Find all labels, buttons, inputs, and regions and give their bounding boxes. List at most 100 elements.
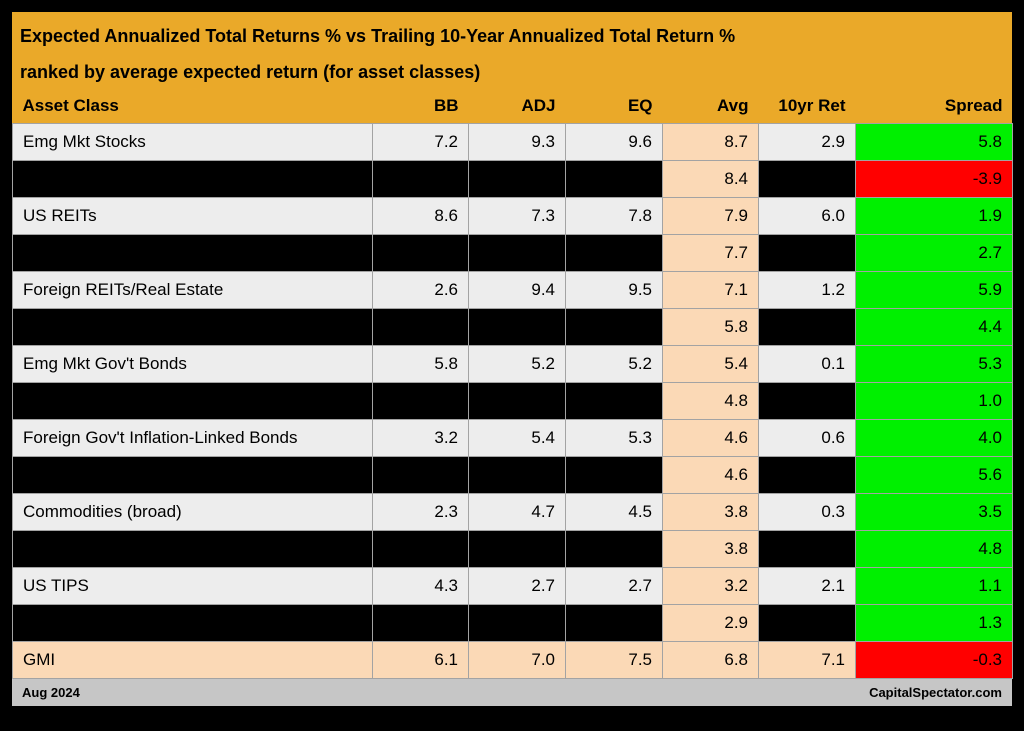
bb-cell: [372, 381, 469, 420]
ret-10yr-cell: 2.1: [758, 566, 856, 605]
adj-cell: 5.4: [468, 418, 566, 457]
avg-cell: 5.8: [662, 307, 759, 346]
bb-cell: [372, 455, 469, 494]
table-body: Emg Mkt Stocks 7.2 9.3 9.6 8.7 2.9 5.8 8.4 -3.9 U…: [12, 122, 1013, 679]
avg-cell: 7.7: [662, 233, 759, 272]
bb-cell: 8.6: [372, 196, 469, 235]
bb-cell: [372, 307, 469, 346]
eq-cell: [565, 529, 663, 568]
eq-cell: 5.3: [565, 418, 663, 457]
bb-cell: 2.6: [372, 270, 469, 309]
col-header-eq: EQ: [627, 96, 653, 116]
spread-cell: 4.8: [855, 529, 1013, 568]
bb-cell: 6.1: [372, 640, 469, 679]
ret-10yr-cell: [758, 455, 856, 494]
table-row: Commodities (broad) 2.3 4.7 4.5 3.8 0.3 3.5: [12, 492, 1013, 531]
adj-cell: 7.0: [468, 640, 566, 679]
col-header-spread: Spread: [944, 96, 1003, 116]
asset-class-cell: Emg Mkt Gov't Bonds: [12, 344, 373, 383]
footer-bar: Aug 2024 CapitalSpectator.com: [12, 678, 1012, 706]
avg-cell: 5.4: [662, 344, 759, 383]
avg-cell: 4.6: [662, 418, 759, 457]
table-row-redacted: 7.7 2.7: [12, 233, 1013, 272]
col-header-bb: BB: [433, 96, 459, 116]
ret-10yr-cell: [758, 603, 856, 642]
table-row: GMI 6.1 7.0 7.5 6.8 7.1 -0.3: [12, 640, 1013, 679]
bb-cell: 4.3: [372, 566, 469, 605]
table-row: Foreign REITs/Real Estate 2.6 9.4 9.5 7.1 1.2…: [12, 270, 1013, 309]
col-header-asset-class: Asset Class: [22, 96, 119, 116]
eq-cell: 9.5: [565, 270, 663, 309]
ret-10yr-cell: [758, 307, 856, 346]
adj-cell: [468, 603, 566, 642]
ret-10yr-cell: 7.1: [758, 640, 856, 679]
spread-cell: 1.9: [855, 196, 1013, 235]
col-header-avg: Avg: [717, 96, 749, 116]
asset-class-cell: US TIPS: [12, 566, 373, 605]
asset-class-cell: Foreign Gov't Inflation-Linked Bonds: [12, 418, 373, 457]
asset-class-cell: Emg Mkt Stocks: [12, 122, 373, 161]
spread-cell: -3.9: [855, 159, 1013, 198]
footer-date: Aug 2024: [22, 684, 80, 700]
ret-10yr-cell: [758, 381, 856, 420]
table-row-redacted: 4.6 5.6: [12, 455, 1013, 494]
adj-cell: [468, 529, 566, 568]
eq-cell: [565, 233, 663, 272]
asset-class-cell: [12, 603, 373, 642]
avg-cell: 7.1: [662, 270, 759, 309]
spread-cell: 5.8: [855, 122, 1013, 161]
eq-cell: 7.5: [565, 640, 663, 679]
ret-10yr-cell: 0.3: [758, 492, 856, 531]
table-panel: Expected Annualized Total Returns % vs T…: [12, 12, 1013, 706]
spread-cell: 5.6: [855, 455, 1013, 494]
asset-class-cell: [12, 529, 373, 568]
spread-cell: 1.3: [855, 603, 1013, 642]
avg-cell: 6.8: [662, 640, 759, 679]
avg-cell: 3.2: [662, 566, 759, 605]
asset-class-cell: [12, 159, 373, 198]
table-row: Emg Mkt Stocks 7.2 9.3 9.6 8.7 2.9 5.8: [12, 122, 1013, 161]
adj-cell: 4.7: [468, 492, 566, 531]
table-row: US TIPS 4.3 2.7 2.7 3.2 2.1 1.1: [12, 566, 1013, 605]
eq-cell: [565, 159, 663, 198]
bb-cell: [372, 233, 469, 272]
asset-class-cell: [12, 233, 373, 272]
eq-cell: [565, 381, 663, 420]
avg-cell: 8.4: [662, 159, 759, 198]
eq-cell: 7.8: [565, 196, 663, 235]
eq-cell: [565, 603, 663, 642]
spread-cell: 2.7: [855, 233, 1013, 272]
avg-cell: 4.6: [662, 455, 759, 494]
avg-cell: 3.8: [662, 529, 759, 568]
asset-class-cell: US REITs: [12, 196, 373, 235]
asset-class-cell: [12, 307, 373, 346]
col-header-10yr-ret: 10yr Ret: [778, 96, 846, 116]
adj-cell: [468, 233, 566, 272]
chart-title-line2: ranked by average expected return (for a…: [20, 62, 481, 82]
eq-cell: 4.5: [565, 492, 663, 531]
spread-cell: 1.1: [855, 566, 1013, 605]
table-row: Emg Mkt Gov't Bonds 5.8 5.2 5.2 5.4 0.1 5.3: [12, 344, 1013, 383]
adj-cell: 2.7: [468, 566, 566, 605]
eq-cell: 5.2: [565, 344, 663, 383]
returns-table: Asset Class BB ADJ EQ Avg 10yr Ret Sprea…: [12, 90, 1013, 679]
asset-class-cell: [12, 455, 373, 494]
table-row-redacted: 3.8 4.8: [12, 529, 1013, 568]
col-header-adj: ADJ: [521, 96, 556, 116]
adj-cell: [468, 455, 566, 494]
ret-10yr-cell: 2.9: [758, 122, 856, 161]
avg-cell: 4.8: [662, 381, 759, 420]
title-area: Expected Annualized Total Returns % vs T…: [12, 12, 1012, 90]
spread-cell: 5.9: [855, 270, 1013, 309]
bb-cell: [372, 159, 469, 198]
footer-source: CapitalSpectator.com: [869, 684, 1002, 700]
bb-cell: 5.8: [372, 344, 469, 383]
avg-cell: 7.9: [662, 196, 759, 235]
table-row-redacted: 5.8 4.4: [12, 307, 1013, 346]
eq-cell: [565, 455, 663, 494]
avg-cell: 2.9: [662, 603, 759, 642]
spread-cell: 3.5: [855, 492, 1013, 531]
spread-cell: -0.3: [855, 640, 1013, 679]
bb-cell: [372, 529, 469, 568]
